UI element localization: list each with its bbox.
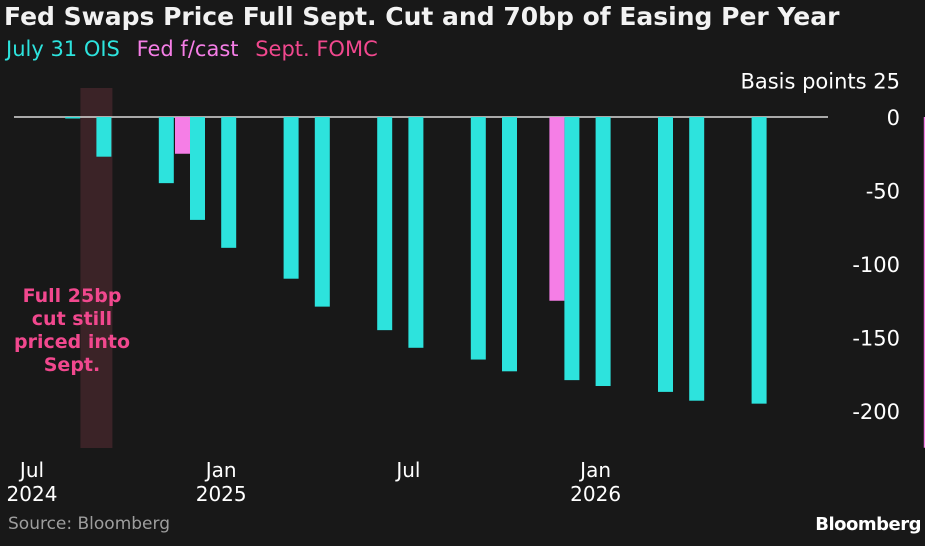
x-tick-sublabel: 2025 — [196, 482, 247, 506]
bar-ois-2026-04 — [689, 117, 705, 401]
x-tick-sublabel: 2026 — [570, 482, 621, 506]
bar-ois-2024-12 — [190, 117, 205, 220]
bar-ois-2024-11 — [158, 117, 174, 184]
bar-fed-forecast-2025-12 — [549, 117, 565, 301]
x-tick-sublabel: 2024 — [7, 482, 58, 506]
bar-ois-2025-09 — [470, 117, 486, 360]
legend-sept-fomc: Sept. FOMC — [255, 37, 378, 61]
x-tick-label: Jan — [578, 458, 611, 482]
source-note: Source: Bloomberg — [8, 514, 170, 534]
bar-fed-forecast-2026-12 — [923, 117, 925, 448]
bar-ois-2025-07 — [408, 117, 424, 348]
bar-ois-2024-09 — [96, 117, 112, 157]
y-tick-label: -150 — [852, 327, 900, 351]
chart-title: Fed Swaps Price Full Sept. Cut and 70bp … — [4, 2, 840, 31]
y-tick-label: -100 — [852, 253, 900, 277]
bar-ois-2026-06 — [751, 117, 767, 404]
bar-ois-2025-03 — [283, 117, 299, 279]
annotation-line: Full 25bp — [23, 285, 122, 307]
bar-ois-2024-08 — [65, 117, 81, 119]
y-tick-label: -200 — [852, 400, 900, 424]
y-tick-label: Basis points 25 — [740, 69, 900, 93]
y-tick-label: -50 — [866, 180, 900, 204]
bar-ois-2026-01 — [595, 117, 611, 387]
annotation-line: Sept. — [44, 354, 100, 376]
legend: July 31 OIS Fed f/cast Sept. FOMC — [6, 37, 388, 61]
annotation-line: cut still — [32, 308, 112, 330]
bar-fed-forecast-2024-12 — [175, 117, 190, 154]
annotation-line: priced into — [14, 331, 130, 353]
bar-ois-2025-04 — [314, 117, 330, 307]
bar-ois-2025-01 — [221, 117, 237, 248]
bar-ois-2025-06 — [377, 117, 393, 331]
x-tick-label: Jul — [18, 458, 44, 482]
bloomberg-logo: Bloomberg — [815, 514, 921, 535]
bar-ois-2025-12 — [564, 117, 580, 381]
legend-fed-forecast: Fed f/cast — [136, 37, 239, 61]
y-tick-label: 0 — [887, 106, 900, 130]
bar-ois-2025-10 — [502, 117, 517, 372]
x-tick-label: Jul — [394, 458, 420, 482]
bar-ois-2026-03 — [658, 117, 673, 392]
x-tick-label: Jan — [204, 458, 237, 482]
legend-ois: July 31 OIS — [6, 37, 120, 61]
